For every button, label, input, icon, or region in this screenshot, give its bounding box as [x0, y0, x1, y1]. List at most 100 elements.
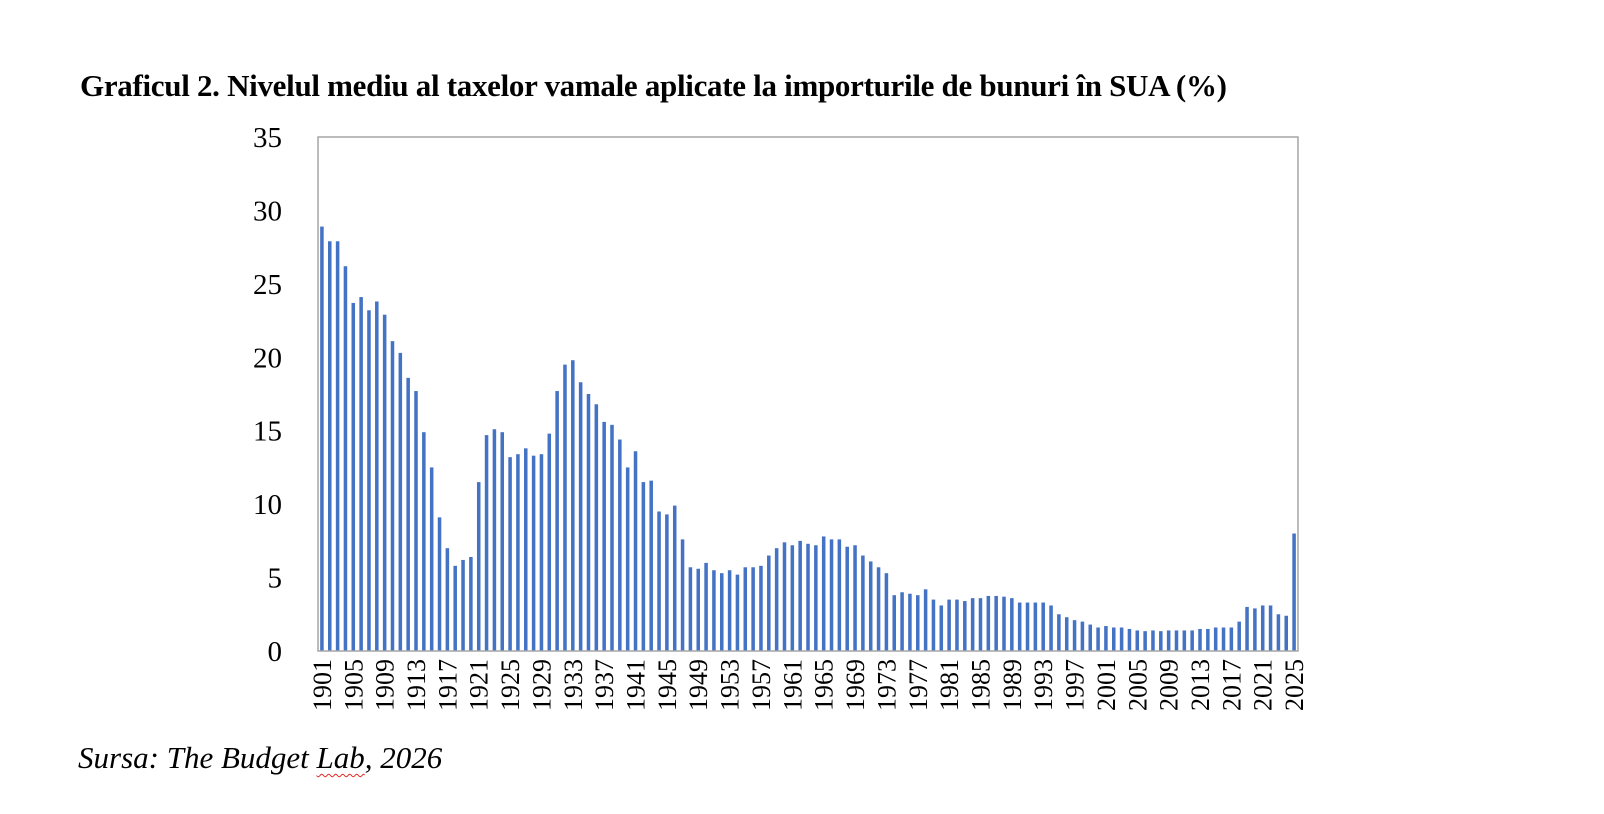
bar-1948	[688, 567, 693, 651]
bar-1904	[343, 266, 348, 651]
bar-1910	[390, 341, 395, 651]
bar-2023	[1276, 614, 1281, 651]
bar-2022	[1268, 605, 1273, 651]
bar-1979	[931, 599, 936, 651]
x-tick-label: 2025	[1280, 659, 1309, 711]
bar-1923	[492, 429, 497, 651]
bar-2017	[1229, 627, 1234, 651]
bar-2000	[1096, 627, 1100, 651]
bar-1995	[1057, 614, 1061, 651]
bar-1947	[680, 539, 685, 651]
bar-1999	[1088, 624, 1093, 651]
x-tick-label: 1909	[371, 659, 400, 711]
x-tick-label: 1973	[872, 659, 901, 711]
x-tick-label: 1901	[308, 659, 337, 711]
x-tick-label: 2013	[1186, 659, 1215, 711]
bar-1921	[476, 482, 481, 651]
y-axis-labels: 0 5 10 15 20 25 30 35	[253, 122, 282, 668]
x-tick-label: 1981	[935, 659, 964, 711]
y-tick-label: 30	[253, 195, 282, 227]
bar-1913	[414, 391, 418, 651]
bar-1985	[978, 598, 983, 651]
bar-2004	[1127, 628, 1132, 651]
bar-1940	[625, 467, 630, 651]
bar-1907	[367, 310, 371, 651]
bar-1903	[335, 241, 340, 651]
x-tick-label: 2021	[1249, 659, 1278, 711]
bar-1976	[908, 593, 912, 651]
bar-1915	[429, 467, 434, 651]
bar-1919	[461, 559, 465, 651]
bar-1954	[735, 574, 740, 651]
bar-1990	[1017, 602, 1022, 651]
bar-1941	[633, 451, 638, 651]
bar-1984	[970, 598, 975, 651]
bar-2011	[1182, 630, 1187, 651]
bar-1933	[571, 360, 575, 651]
x-axis-labels: 1901 1905 1909 1913 1917 1921 1925 1929 1933 1937…	[308, 659, 1309, 711]
bar-1970	[861, 555, 865, 651]
bar-1938	[610, 424, 614, 651]
bar-1950	[704, 562, 708, 651]
y-tick-label: 20	[253, 342, 282, 374]
bar-1986	[986, 595, 991, 651]
bar-1920	[469, 557, 473, 651]
bar-1914	[422, 432, 426, 651]
bar-1946	[672, 505, 677, 651]
bar-1977	[916, 595, 920, 651]
bar-2021	[1260, 605, 1265, 651]
y-tick-label: 25	[253, 269, 282, 301]
x-tick-label: 1941	[622, 659, 651, 711]
bar-1958	[767, 555, 771, 651]
bar-1937	[602, 421, 606, 651]
bar-1961	[790, 545, 795, 651]
bar-1912	[406, 377, 410, 651]
bar-2016	[1221, 627, 1226, 651]
bar-2009	[1166, 630, 1171, 651]
y-tick-label: 15	[253, 416, 282, 448]
bar-1981	[947, 599, 951, 651]
bar-1968	[845, 546, 849, 651]
bar-1998	[1080, 621, 1085, 651]
x-tick-label: 1917	[433, 659, 462, 711]
bar-1905	[351, 302, 356, 651]
bar-1975	[900, 592, 904, 651]
bar-2003	[1119, 627, 1124, 651]
bar-1936	[594, 404, 599, 651]
x-tick-label: 2005	[1123, 659, 1152, 711]
x-tick-label: 1977	[904, 659, 933, 711]
bar-2001	[1104, 626, 1108, 651]
bar-1963	[806, 543, 810, 651]
bar-1972	[876, 567, 881, 651]
x-tick-label: 1921	[465, 659, 494, 711]
bar-2005	[1135, 630, 1140, 651]
bar-1924	[500, 432, 505, 651]
bar-2006	[1143, 631, 1147, 651]
bar-2010	[1174, 630, 1179, 651]
bar-1956	[751, 567, 755, 651]
source-prefix: Sursa: The Budget	[78, 740, 317, 775]
y-tick-label: 5	[268, 563, 283, 595]
bar-1993	[1041, 602, 1045, 651]
bar-2002	[1112, 627, 1116, 651]
bar-1932	[563, 364, 567, 651]
x-tick-label: 1925	[496, 659, 525, 711]
bar-2025	[1292, 533, 1296, 651]
bar-1978	[923, 589, 928, 651]
x-tick-label: 1905	[339, 659, 368, 711]
x-tick-label: 1913	[402, 659, 431, 711]
x-tick-label: 1929	[527, 659, 556, 711]
x-tick-label: 1969	[841, 659, 870, 711]
bar-2018	[1237, 621, 1241, 651]
bar-1991	[1025, 602, 1030, 651]
y-tick-label: 35	[253, 122, 282, 154]
bar-1909	[382, 314, 387, 651]
bar-1953	[727, 570, 732, 651]
bar-1929	[539, 454, 544, 651]
bar-2008	[1159, 631, 1163, 651]
bar-1959	[774, 548, 779, 651]
x-tick-label: 2001	[1092, 659, 1121, 711]
bar-1927	[524, 448, 528, 651]
x-tick-label: 1989	[998, 659, 1027, 711]
